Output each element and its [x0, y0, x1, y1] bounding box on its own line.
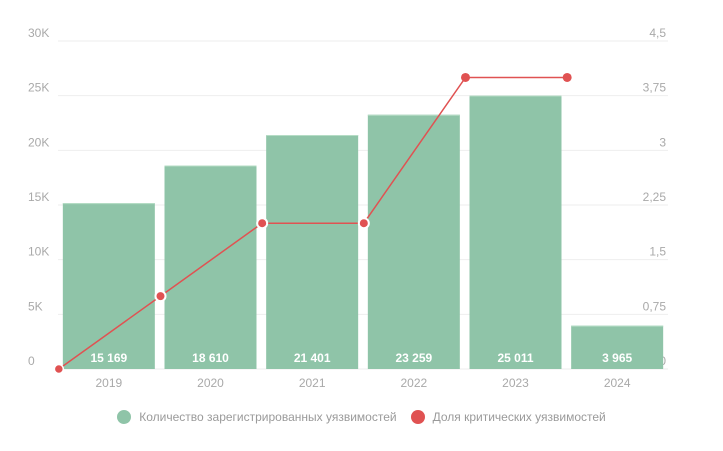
- bar-value-label: 15 169: [90, 351, 127, 365]
- line-point: [461, 72, 470, 82]
- x-tick-label: 2019: [95, 376, 122, 390]
- line-point: [256, 217, 269, 230]
- y-right-tick-label: 2,25: [643, 190, 667, 204]
- bar: [164, 165, 257, 369]
- line-point: [357, 217, 370, 230]
- x-tick-label: 2020: [197, 376, 224, 390]
- y-right-tick-label: 4,5: [649, 26, 666, 40]
- legend-item-line[interactable]: Доля критических уязвимостей: [410, 410, 606, 424]
- bar: [266, 135, 359, 369]
- y-left-tick-label: 20K: [28, 135, 49, 149]
- line-series: [58, 76, 568, 370]
- y-left-tick-label: 30K: [28, 26, 49, 40]
- bar: [469, 95, 562, 370]
- line-point: [154, 290, 167, 303]
- y-left-tick-label: 10K: [28, 245, 49, 259]
- bar-value-label: 18 610: [192, 351, 229, 365]
- x-tick-label: 2023: [502, 376, 529, 390]
- y-left-tick-label: 15K: [28, 190, 49, 204]
- bar-value-label: 21 401: [294, 351, 331, 365]
- bar: [571, 325, 664, 369]
- bar: [62, 203, 155, 369]
- bar-value-label: 25 011: [497, 351, 533, 365]
- x-tick-label: 2021: [299, 376, 326, 390]
- y-right-tick-label: 3: [659, 135, 666, 149]
- y-left-tick-label: 5K: [28, 299, 43, 313]
- bar-value-label: 23 259: [395, 351, 432, 365]
- x-tick-label: 2022: [400, 376, 427, 390]
- legend: Количество зарегистрированных уязвимосте…: [0, 410, 723, 424]
- line-point: [53, 363, 65, 375]
- legend-item-bars[interactable]: Количество зарегистрированных уязвимосте…: [117, 410, 397, 424]
- combo-chart: 005K0,7510K1,515K2,2520K325K3,7530K4,515…: [28, 26, 668, 390]
- legend-label: Доля критических уязвимостей: [432, 410, 606, 424]
- y-left-tick-label: 25K: [28, 81, 49, 95]
- legend-green-dot-icon: [117, 410, 132, 424]
- x-tick-label: 2024: [604, 376, 631, 390]
- y-right-tick-label: 0,75: [643, 299, 667, 313]
- y-right-tick-label: 3,75: [643, 81, 667, 95]
- bar-value-label: 3 965: [602, 351, 632, 365]
- bar: [367, 114, 460, 369]
- line-point: [562, 72, 572, 82]
- y-left-tick-label: 0: [28, 354, 35, 368]
- legend-red-dot-icon: [410, 410, 425, 424]
- legend-label: Количество зарегистрированных уязвимосте…: [139, 410, 397, 424]
- y-right-tick-label: 1,5: [649, 245, 666, 259]
